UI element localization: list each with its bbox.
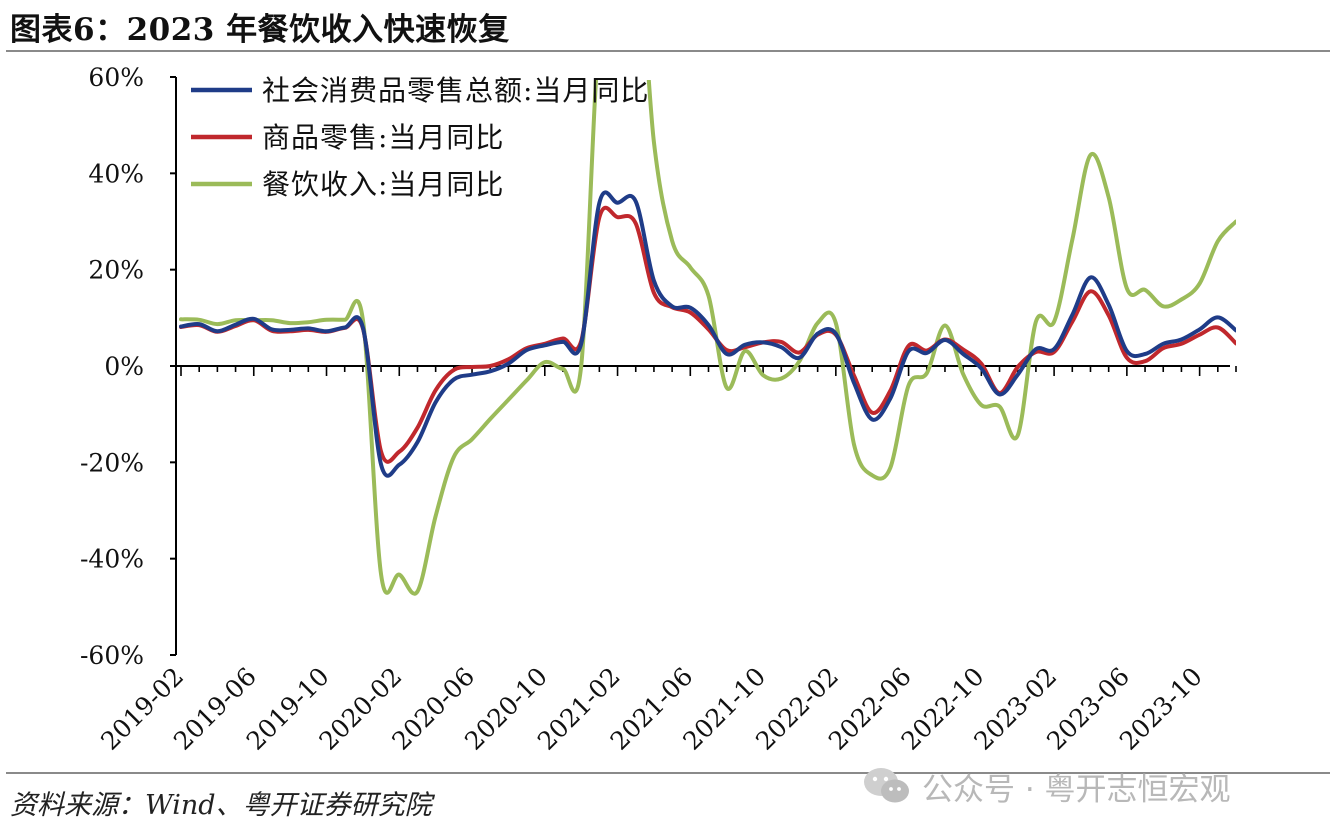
- source-note: 资料来源：Wind、粤开证券研究院: [10, 790, 432, 821]
- y-tick-label: 20%: [88, 256, 144, 285]
- legend-label-2: 商品零售:当月同比: [262, 121, 504, 154]
- y-tick-label: 40%: [88, 159, 144, 188]
- series-line-3: [179, 80, 1236, 596]
- y-tick-label: 0%: [104, 352, 144, 381]
- y-tick-label: -20%: [80, 448, 144, 477]
- series-line-2: [179, 205, 1236, 464]
- y-tick-label: 60%: [88, 63, 144, 92]
- bottom-divider: [6, 772, 1330, 774]
- series-line-1: [179, 190, 1236, 478]
- y-tick-label: -40%: [80, 545, 144, 574]
- chart-title: 图表6：2023 年餐饮收入快速恢复: [10, 12, 510, 48]
- legend-label-1: 社会消费品零售总额:当月同比: [262, 74, 649, 107]
- y-tick-label: -60%: [80, 641, 144, 670]
- series-layer: [179, 80, 1236, 596]
- watermark-text: 公众号 · 粤开志恒宏观: [922, 771, 1231, 808]
- top-divider: [6, 50, 1330, 52]
- watermark: 公众号 · 粤开志恒宏观: [862, 758, 1231, 814]
- legend-label-3: 餐饮收入:当月同比: [262, 168, 504, 201]
- wechat-icon: [862, 765, 912, 807]
